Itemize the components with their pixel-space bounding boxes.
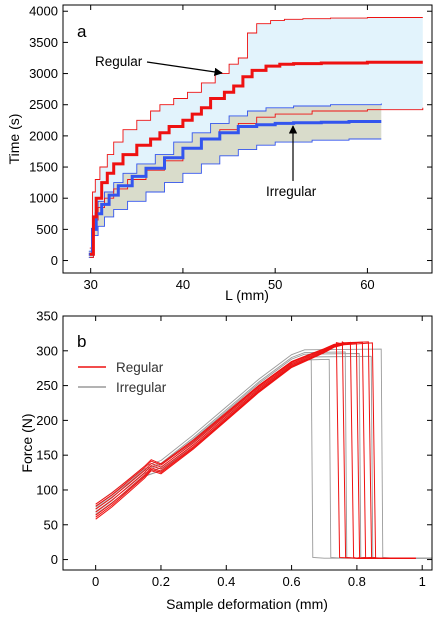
annotation-regular-label: Regular: [95, 54, 143, 69]
panel-a-ytick-label: 0: [51, 253, 58, 268]
series-regular-curve: [95, 341, 416, 559]
panel-a-xtick-label: 50: [268, 277, 282, 292]
panel-b-frame: [62, 315, 433, 571]
panel-a-ytick-label: 1500: [29, 160, 58, 175]
panel-a-ytick-label: 2500: [29, 97, 58, 112]
panel-a-xtick-label: 40: [176, 277, 190, 292]
panel-b-series: [95, 341, 432, 559]
series-irregular-lower: [88, 138, 382, 258]
panel-b-ytick-label: 50: [44, 517, 58, 532]
panel-b: 0 0.2 0.4 0.6 0.8 1 0 50 100 150 200 250 300 350 b Sa…: [19, 309, 433, 612]
panel-b-ytick-label: 300: [36, 343, 58, 358]
legend-label-irregular: Irregular: [116, 380, 167, 395]
panel-a-band-regular: [89, 17, 423, 258]
band-regular: [89, 17, 423, 258]
panel-a-ytick-label: 2000: [29, 128, 58, 143]
panel-b-xtick-label: 0.6: [283, 574, 301, 589]
panel-b-letter: b: [77, 332, 86, 351]
series-irregular-mean: [88, 120, 382, 256]
panel-b-ytick-label: 0: [51, 552, 58, 567]
panel-a-frame: [62, 4, 433, 274]
panel-b-xlabel: Sample deformation (mm): [166, 596, 328, 612]
panel-a-xlabel: L (mm): [225, 287, 269, 303]
panel-b-xtick-label: 0.8: [348, 574, 366, 589]
panel-b-ytick-label: 150: [36, 448, 58, 463]
series-regular-curve: [95, 342, 416, 559]
panel-b-ytick-label: 350: [36, 309, 58, 324]
annotation-irregular-label: Irregular: [266, 184, 317, 199]
annotation-regular-arrow: [146, 61, 223, 77]
panel-a-ylabel: Time (s): [6, 114, 22, 165]
panel-a-ytick-label: 4000: [29, 4, 58, 19]
series-regular-mean: [89, 60, 423, 256]
panel-a-letter: a: [77, 22, 87, 41]
series-regular-curve: [95, 342, 416, 559]
panel-a-ytick-label: 1000: [29, 191, 58, 206]
panel-b-ylabel: Force (N): [19, 413, 35, 472]
legend-label-regular: Regular: [116, 360, 164, 375]
panel-b-ytick-label: 250: [36, 378, 58, 393]
panel-b-xtick-label: 0.2: [152, 574, 170, 589]
panel-b-ytick-label: 200: [36, 413, 58, 428]
panel-b-ytick-label: 100: [36, 482, 58, 497]
panel-b-legend: Regular Irregular: [78, 360, 167, 395]
panel-a-xtick-label: 60: [360, 277, 374, 292]
panel-a-ytick-label: 500: [36, 222, 58, 237]
panel-a: 30 40 50 60 0 500 1000 1500 2000 2500 3000 3500 4000…: [6, 4, 433, 303]
panel-b-xtick-label: 1: [419, 574, 426, 589]
panel-b-xtick-label: 0: [92, 574, 99, 589]
panel-a-ytick-label: 3000: [29, 66, 58, 81]
panel-b-ticks: 0 0.2 0.4 0.6 0.8 1 0 50 100 150 200 250 300 350: [36, 309, 432, 589]
panel-a-ytick-label: 3500: [29, 35, 58, 50]
panel-a-series: [88, 17, 424, 258]
panel-b-xtick-label: 0.4: [217, 574, 235, 589]
series-regular-upper: [89, 17, 423, 249]
panel-a-ticks: 30 40 50 60 0 500 1000 1500 2000 2500 3000 3500 4000: [29, 4, 432, 292]
panel-a-xtick-label: 30: [83, 277, 97, 292]
